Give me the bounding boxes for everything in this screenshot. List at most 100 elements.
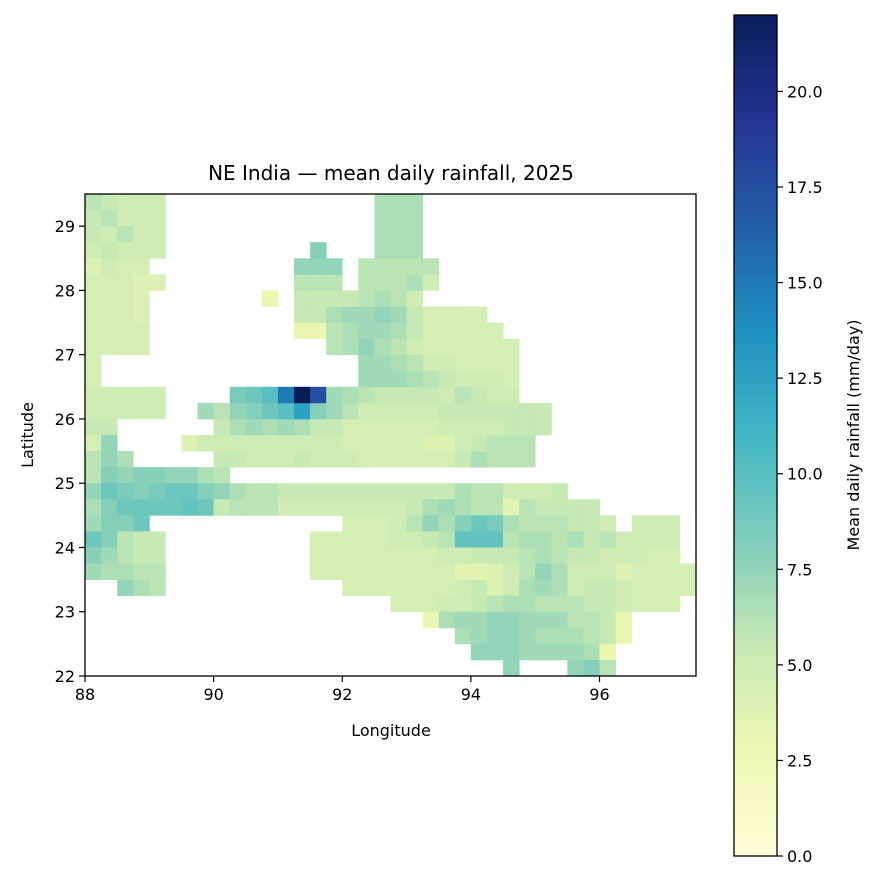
heatmap-cell — [615, 627, 633, 645]
heatmap-cell — [101, 306, 118, 323]
heatmap-cell — [149, 210, 166, 227]
heatmap-cell — [599, 643, 617, 661]
heatmap-cell — [342, 386, 359, 404]
heatmap-cell — [535, 418, 552, 436]
heatmap-cell — [519, 627, 536, 645]
heatmap-cell — [519, 579, 536, 597]
heatmap-cell — [454, 370, 472, 388]
heatmap-cell — [326, 402, 343, 420]
heatmap-cell — [438, 611, 456, 629]
heatmap-cell — [133, 499, 150, 516]
heatmap-cell — [261, 451, 279, 468]
heatmap-cell — [519, 563, 536, 580]
heatmap-cell — [406, 370, 424, 388]
heatmap-cell — [454, 418, 472, 436]
heatmap-cell — [117, 242, 134, 259]
heatmap-cell — [85, 322, 102, 339]
heatmap-cell — [390, 483, 407, 500]
heatmap-cell — [422, 354, 440, 372]
heatmap-cell — [181, 467, 198, 484]
heatmap-cell — [374, 547, 391, 564]
heatmap-cell — [390, 386, 407, 404]
plot-frame — [84, 193, 697, 677]
heatmap-cell — [374, 563, 391, 580]
heatmap-cell — [310, 435, 327, 452]
heatmap-cell — [519, 595, 536, 613]
heatmap-cell — [133, 258, 150, 275]
heatmap-cell — [422, 451, 440, 468]
heatmap-cell — [358, 418, 375, 436]
heatmap-cell — [599, 531, 617, 548]
heatmap-cell — [470, 354, 488, 372]
y-tick-label: 26 — [55, 410, 75, 429]
heatmap-cell — [374, 402, 391, 420]
heatmap-cell — [567, 659, 584, 677]
chart-title: NE India — mean daily rainfall, 2025 — [208, 161, 574, 185]
heatmap-cell — [149, 579, 166, 597]
heatmap-cell — [406, 386, 424, 404]
heatmap-cell — [422, 579, 440, 597]
colorbar-tick-label: 5.0 — [787, 656, 812, 675]
heatmap-cell — [615, 611, 633, 629]
heatmap-cell — [470, 338, 488, 356]
heatmap-cell — [647, 563, 665, 580]
heatmap-cell — [486, 322, 504, 339]
heatmap-cell — [229, 402, 247, 420]
heatmap-cell — [133, 402, 150, 420]
heatmap-cell — [310, 531, 327, 548]
heatmap-cell — [406, 290, 424, 307]
heatmap-cell — [438, 531, 456, 548]
heatmap-cell — [438, 595, 456, 613]
y-tick-label: 23 — [55, 603, 75, 622]
heatmap-cell — [503, 418, 520, 436]
heatmap-cell — [133, 563, 150, 580]
heatmap-cell — [422, 531, 440, 548]
heatmap-cell — [133, 579, 150, 597]
heatmap-cell — [294, 418, 311, 436]
heatmap-cell — [101, 435, 118, 452]
heatmap-cell — [551, 499, 568, 516]
heatmap-cell — [486, 370, 504, 388]
heatmap-cell — [631, 563, 649, 580]
heatmap-cell — [438, 386, 456, 404]
heatmap-cell — [486, 563, 504, 580]
heatmap-cell — [583, 595, 600, 613]
heatmap-cell — [213, 483, 231, 500]
heatmap-cell — [486, 402, 504, 420]
heatmap-cell — [470, 418, 488, 436]
heatmap-cell — [422, 435, 440, 452]
heatmap-cell — [422, 402, 440, 420]
heatmap-cell — [470, 483, 488, 500]
heatmap-cell — [326, 531, 343, 548]
heatmap-cell — [438, 563, 456, 580]
heatmap-cell — [117, 274, 134, 291]
heatmap-cell — [374, 210, 391, 227]
heatmap-cell — [503, 354, 520, 372]
heatmap-cell — [310, 402, 327, 420]
heatmap-cell — [503, 386, 520, 404]
heatmap-cell — [101, 258, 118, 275]
heatmap-cell — [486, 483, 504, 500]
heatmap-cell — [85, 563, 102, 580]
x-axis-label: Longitude — [351, 721, 431, 740]
heatmap-cell — [85, 210, 102, 227]
heatmap-cell — [422, 595, 440, 613]
heatmap-cell — [390, 290, 407, 307]
heatmap-cell — [535, 579, 552, 597]
heatmap-cell — [422, 258, 440, 275]
heatmap-cell — [326, 386, 343, 404]
heatmap-cell — [454, 386, 472, 404]
heatmap-cell — [101, 290, 118, 307]
heatmap-cell — [454, 306, 472, 323]
heatmap-cell — [85, 370, 102, 388]
heatmap-cell — [390, 226, 407, 243]
heatmap-cell — [486, 499, 504, 516]
heatmap-cell — [85, 194, 102, 211]
heatmap-cell — [470, 611, 488, 629]
heatmap-cell — [342, 499, 359, 516]
heatmap-cell — [535, 627, 552, 645]
heatmap-cell — [503, 579, 520, 597]
heatmap-cell — [358, 547, 375, 564]
heatmap-cell — [310, 242, 327, 259]
y-tick-label: 22 — [55, 667, 75, 686]
